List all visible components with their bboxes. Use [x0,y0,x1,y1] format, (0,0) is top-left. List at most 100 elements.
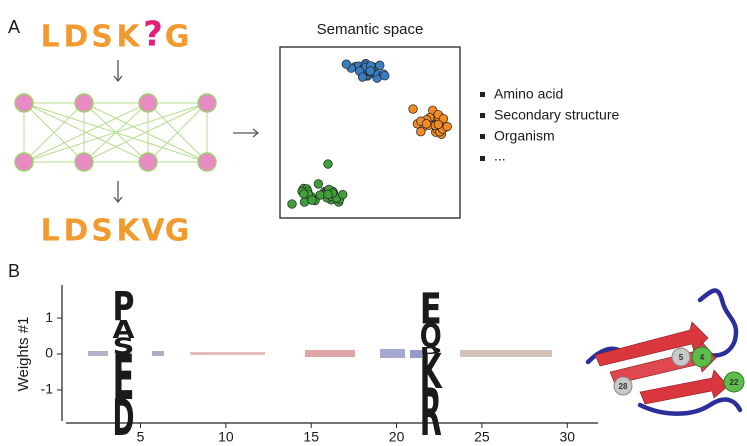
cluster-point [307,195,317,205]
neuron [14,152,34,172]
sequence-letter: D [64,20,89,55]
bullet [480,134,485,139]
residue-label: 28 [619,382,628,391]
sequence-letter: L [40,20,59,55]
residue-label: 4 [700,353,705,362]
cluster-point [315,190,325,200]
cluster-point [323,159,333,169]
logo-letter-group: A [112,316,135,345]
strand [639,369,729,405]
logo-letter: E [112,341,134,414]
sequence-letter: K [116,20,141,55]
cluster-point [375,60,385,70]
y-tick-label: 0 [45,345,53,361]
connection [23,102,85,163]
connection [83,102,208,163]
cluster-point [408,104,418,114]
smudge [88,351,108,356]
clusters [287,58,452,209]
connection [23,102,208,163]
arrows [113,60,260,204]
smudge [410,350,422,358]
sequence-letter: D [64,214,89,249]
neuron [74,93,94,113]
x-tick-label: 20 [389,429,405,445]
arrow-head [252,128,260,138]
cluster-point [421,119,432,129]
sequence-letter: V [141,214,165,249]
cluster-point [357,72,368,82]
bullet [480,92,485,97]
logo-letter-group: Q [420,318,442,355]
space-title: Semantic space [317,21,424,38]
sequence-letter: S [91,20,113,55]
axes: 10-15 10 15 20 25 30 [41,285,598,445]
cluster-point [416,127,426,137]
cluster-point [313,179,324,189]
smudge [305,350,355,357]
property: Secondary structure [494,107,619,123]
logo-letter-group: E [420,284,442,334]
residue-sphere [723,371,745,393]
logo-letter-group: D [420,344,442,356]
bullet [480,156,485,161]
neuron [197,152,217,172]
residue-sphere [613,376,633,396]
sequence-letter: K [116,214,141,249]
cluster-point [365,66,375,76]
x-tick-label: 5 [137,429,145,445]
arrow-head [113,75,123,83]
logo-letter: S [112,334,134,360]
masked-letter: ? [143,15,163,55]
logo-letter: Q [420,318,442,355]
logo-letter: R [420,375,442,446]
sequence-letter: S [91,214,113,249]
logo-letter: D [112,389,134,446]
smudge [460,350,552,357]
y-axis-label: Weights #1 [15,317,32,392]
logo-letter: E [420,284,442,334]
neuron [74,152,94,172]
property: Amino acid [494,86,563,102]
cluster-point [442,121,452,132]
logo-letter-group: K [420,344,443,400]
sequence-letter: L [40,214,59,249]
smudge [190,352,265,355]
neuron [138,93,158,113]
connection [23,102,149,163]
minor-logo-letters [88,349,552,358]
cluster-point [341,59,352,69]
x-tick-label: 15 [303,429,319,445]
residue-sphere [671,347,691,367]
logo-letter: D [420,344,442,356]
residue-sphere [691,346,713,368]
x-tick-label: 25 [474,429,490,445]
logo-letter-group: P [112,284,134,330]
arrow-head [113,196,123,204]
space-box [279,46,461,219]
neuron [14,93,34,113]
logo-letter: A [112,316,135,345]
neuron [138,152,158,172]
cluster-point [299,189,309,199]
cluster-point [380,71,390,81]
property: Organism [494,128,555,144]
residue-label: 5 [679,353,684,362]
x-tick-label: 30 [559,429,575,445]
y-tick-label: -1 [41,381,54,397]
cluster-point [287,199,297,209]
residue-label: 22 [730,378,739,387]
logo-letter-group: S [112,334,134,360]
x-tick-label: 10 [218,429,234,445]
panel-label: B [8,261,20,281]
sequence-letter: G [165,214,190,249]
smudge [380,349,405,358]
cluster-point [338,190,348,200]
cluster-point [433,119,443,130]
logo-letter-group: R [420,375,442,446]
logo-letter: P [112,284,134,330]
protein-structure: 5 4 28 22 [585,288,745,416]
y-tick-label: 1 [45,309,53,325]
